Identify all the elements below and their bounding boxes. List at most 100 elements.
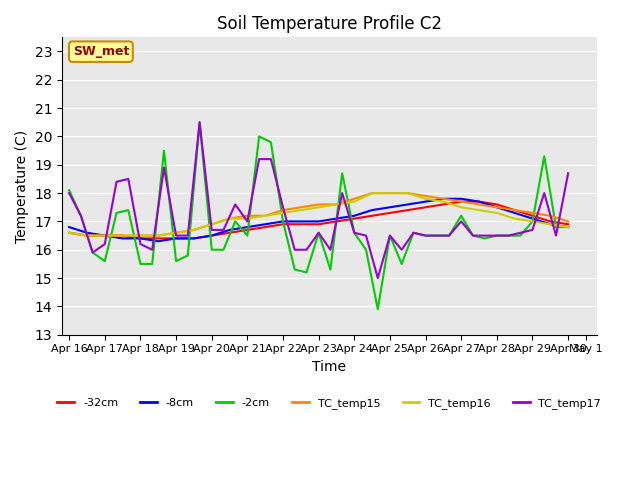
TC_temp15 [297,204,305,210]
TC_temp15 [190,227,198,233]
-32cm [208,233,216,239]
TC_temp16 [279,210,287,216]
-2cm [445,233,453,239]
-2cm [433,233,441,239]
-2cm [101,258,109,264]
TC_temp16 [547,221,554,227]
-32cm [422,204,429,210]
TC_temp15 [136,233,144,239]
-2cm [374,306,381,312]
-32cm [297,221,305,227]
-8cm [172,236,180,241]
TC_temp15 [475,202,483,207]
-2cm [339,170,346,176]
TC_temp17 [303,247,310,252]
TC_temp17 [481,233,488,239]
-32cm [547,218,554,224]
TC_temp17 [398,247,406,252]
TC_temp15 [315,202,323,207]
TC_temp15 [279,207,287,213]
TC_temp16 [226,216,234,221]
Line: -2cm: -2cm [69,122,568,309]
-8cm [564,224,572,230]
-32cm [83,233,91,239]
-8cm [333,216,340,221]
TC_temp17 [386,233,394,239]
TC_temp15 [208,221,216,227]
Line: TC_temp17: TC_temp17 [69,122,568,278]
TC_temp15 [333,202,340,207]
-2cm [244,233,252,239]
TC_temp15 [172,230,180,236]
TC_temp16 [297,207,305,213]
TC_temp15 [493,204,500,210]
TC_temp16 [440,199,447,204]
TC_temp17 [362,233,370,239]
-32cm [190,236,198,241]
-8cm [119,236,127,241]
TC_temp17 [136,241,144,247]
-8cm [422,199,429,204]
TC_temp16 [172,230,180,236]
TC_temp16 [422,196,429,202]
-32cm [351,216,358,221]
TC_temp17 [244,218,252,224]
-2cm [291,267,299,273]
TC_temp16 [511,216,518,221]
-8cm [404,202,412,207]
-2cm [540,154,548,159]
TC_temp17 [196,120,204,125]
Title: Soil Temperature Profile C2: Soil Temperature Profile C2 [217,15,442,33]
TC_temp15 [386,190,394,196]
TC_temp15 [65,230,73,236]
TC_temp16 [368,190,376,196]
-8cm [440,196,447,202]
TC_temp17 [255,156,263,162]
-2cm [184,252,192,258]
-2cm [410,230,417,236]
TC_temp16 [315,204,323,210]
-8cm [547,221,554,227]
TC_temp15 [440,196,447,202]
TC_temp17 [291,247,299,252]
TC_temp15 [119,233,127,239]
TC_temp15 [351,196,358,202]
-2cm [564,224,572,230]
-32cm [386,210,394,216]
TC_temp16 [564,224,572,230]
-2cm [65,187,73,193]
-8cm [83,230,91,236]
-2cm [481,236,488,241]
-2cm [505,233,513,239]
-32cm [315,221,323,227]
-8cm [368,207,376,213]
TC_temp17 [458,218,465,224]
-2cm [77,213,84,219]
-2cm [529,218,536,224]
-2cm [160,148,168,154]
TC_temp17 [125,176,132,182]
TC_temp17 [113,179,120,185]
TC_temp16 [244,216,252,221]
Line: -32cm: -32cm [69,202,568,239]
TC_temp16 [493,210,500,216]
-2cm [315,230,323,236]
-32cm [529,213,536,219]
-2cm [516,233,524,239]
TC_temp16 [154,233,162,239]
-2cm [362,247,370,252]
TC_temp15 [101,233,109,239]
TC_temp16 [475,207,483,213]
-2cm [552,224,560,230]
TC_temp17 [148,247,156,252]
TC_temp17 [339,190,346,196]
TC_temp17 [552,233,560,239]
TC_temp17 [564,170,572,176]
-32cm [564,221,572,227]
-8cm [226,227,234,233]
-32cm [226,230,234,236]
TC_temp17 [540,190,548,196]
-8cm [475,199,483,204]
TC_temp17 [493,233,500,239]
X-axis label: Time: Time [312,360,346,374]
